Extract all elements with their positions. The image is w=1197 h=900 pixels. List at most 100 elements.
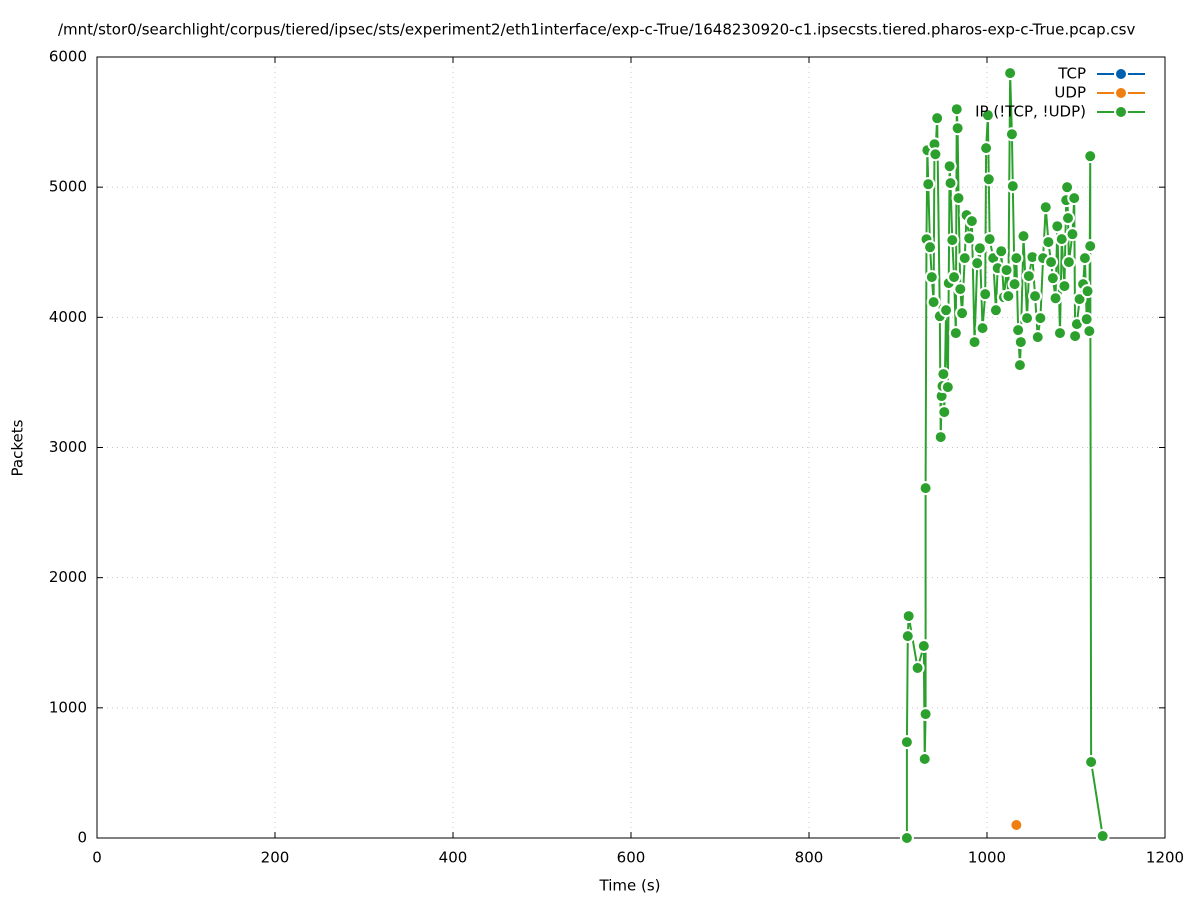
plot-frame xyxy=(96,56,1166,839)
data-point xyxy=(1028,289,1043,304)
x-tick-label: 800 xyxy=(795,849,824,867)
data-point xyxy=(975,321,990,336)
data-point xyxy=(899,735,914,750)
y-tick-label: 5000 xyxy=(49,178,87,196)
data-point xyxy=(936,367,951,382)
data-point xyxy=(1030,330,1045,345)
data-point xyxy=(982,232,997,247)
data-point xyxy=(1041,235,1056,250)
y-tick-label: 0 xyxy=(77,829,87,847)
data-point xyxy=(1060,180,1075,195)
data-point xyxy=(1084,754,1099,769)
data-point xyxy=(1083,149,1098,164)
data-point xyxy=(979,141,994,156)
data-point xyxy=(899,831,914,845)
data-point xyxy=(994,244,1009,259)
data-point xyxy=(1020,311,1035,326)
data-point xyxy=(1072,292,1087,307)
data-point xyxy=(948,326,963,341)
data-point xyxy=(930,111,945,126)
data-point xyxy=(1007,277,1022,292)
y-tick-label: 1000 xyxy=(49,698,87,716)
data-point xyxy=(1045,271,1060,286)
x-tick-label: 0 xyxy=(92,849,102,867)
legend-label: IP (!TCP, !UDP) xyxy=(975,103,1086,121)
x-tick-label: 400 xyxy=(439,849,468,867)
y-tick-label: 3000 xyxy=(49,438,87,456)
data-point xyxy=(957,251,972,266)
data-point xyxy=(955,306,970,321)
data-point xyxy=(949,102,964,117)
data-point xyxy=(1083,239,1098,254)
legend-label: UDP xyxy=(1054,84,1086,102)
y-tick-label: 6000 xyxy=(49,48,87,66)
x-tick-label: 1200 xyxy=(1146,849,1184,867)
data-point xyxy=(901,609,916,624)
data-point xyxy=(1001,289,1016,304)
data-point xyxy=(1065,227,1080,242)
data-point xyxy=(926,295,941,310)
data-point xyxy=(1080,284,1095,299)
chart-title: /mnt/stor0/searchlight/corpus/tiered/ips… xyxy=(58,21,1135,39)
x-tick-label: 1000 xyxy=(968,849,1006,867)
data-point xyxy=(1057,279,1072,294)
x-axis-label: Time (s) xyxy=(599,877,661,895)
data-point xyxy=(942,159,957,174)
data-point xyxy=(937,405,952,420)
data-point xyxy=(972,241,987,256)
data-point xyxy=(1077,251,1092,266)
data-point xyxy=(978,287,993,302)
data-point xyxy=(928,147,943,162)
data-point xyxy=(1005,179,1020,194)
data-point xyxy=(964,214,979,229)
data-point xyxy=(1061,255,1076,270)
data-point xyxy=(962,231,977,246)
legend-label: TCP xyxy=(1057,65,1086,83)
data-point xyxy=(953,282,968,297)
data-point xyxy=(1009,817,1024,832)
data-point xyxy=(940,380,955,395)
data-point xyxy=(917,751,932,766)
data-point xyxy=(951,191,966,206)
data-point xyxy=(950,121,965,136)
data-point xyxy=(1013,335,1028,350)
data-point xyxy=(1082,324,1097,339)
data-point xyxy=(1050,219,1065,234)
x-tick-label: 200 xyxy=(261,849,290,867)
legend-swatch xyxy=(1114,86,1128,100)
data-point xyxy=(943,176,958,191)
data-point xyxy=(1011,323,1026,338)
data-point xyxy=(933,430,948,445)
data-point xyxy=(918,707,933,722)
y-axis-label: Packets xyxy=(9,419,27,476)
data-point xyxy=(1009,251,1024,266)
y-tick-label: 4000 xyxy=(49,308,87,326)
data-point xyxy=(1067,191,1082,206)
data-point xyxy=(1095,829,1110,844)
data-point xyxy=(924,270,939,285)
data-point xyxy=(1044,255,1059,270)
data-point xyxy=(916,639,931,654)
data-point xyxy=(1052,326,1067,341)
data-point xyxy=(923,240,938,255)
y-tick-label: 2000 xyxy=(49,568,87,586)
data-point xyxy=(1060,211,1075,226)
data-point xyxy=(918,481,933,496)
data-point xyxy=(921,177,936,192)
data-point xyxy=(980,108,995,123)
data-point xyxy=(1038,200,1053,215)
legend-swatch xyxy=(1114,67,1128,81)
data-point xyxy=(1033,311,1048,326)
legend-swatch xyxy=(1114,105,1128,119)
data-point xyxy=(1016,229,1031,244)
data-point xyxy=(1003,66,1018,81)
data-point xyxy=(945,233,960,248)
data-point xyxy=(947,270,962,285)
data-point xyxy=(967,335,982,350)
data-point xyxy=(1079,312,1094,327)
data-point xyxy=(970,256,985,271)
data-point xyxy=(900,629,915,644)
data-point xyxy=(910,661,925,676)
data-point xyxy=(1021,269,1036,284)
